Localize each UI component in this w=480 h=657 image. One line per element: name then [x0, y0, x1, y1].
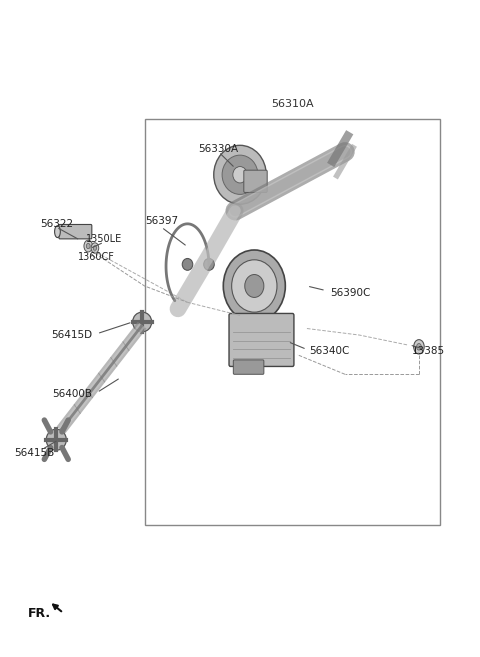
Ellipse shape — [204, 258, 214, 270]
Text: 1350LE: 1350LE — [86, 234, 122, 244]
FancyBboxPatch shape — [244, 170, 267, 193]
FancyBboxPatch shape — [233, 360, 264, 374]
Ellipse shape — [417, 344, 421, 350]
Ellipse shape — [414, 340, 424, 354]
FancyBboxPatch shape — [59, 225, 92, 239]
Ellipse shape — [214, 145, 266, 204]
Text: 56397: 56397 — [144, 215, 178, 225]
Ellipse shape — [86, 244, 90, 249]
Ellipse shape — [222, 155, 258, 194]
Text: 56415D: 56415D — [51, 330, 93, 340]
Ellipse shape — [55, 226, 60, 238]
FancyBboxPatch shape — [229, 313, 294, 367]
Text: 56330A: 56330A — [198, 144, 239, 154]
Ellipse shape — [245, 275, 264, 298]
Ellipse shape — [91, 243, 99, 253]
Ellipse shape — [93, 246, 96, 250]
Ellipse shape — [232, 260, 277, 312]
Text: 1360CF: 1360CF — [78, 252, 115, 261]
Text: 56400B: 56400B — [52, 389, 92, 399]
Text: 13385: 13385 — [412, 346, 445, 356]
Ellipse shape — [46, 429, 66, 450]
Text: 56310A: 56310A — [271, 99, 314, 109]
Ellipse shape — [132, 312, 152, 332]
Text: 56415B: 56415B — [14, 448, 54, 458]
Text: 56322: 56322 — [40, 219, 73, 229]
Text: 56340C: 56340C — [309, 346, 349, 356]
Ellipse shape — [223, 250, 285, 322]
Ellipse shape — [233, 167, 247, 183]
Text: FR.: FR. — [28, 606, 51, 620]
Ellipse shape — [182, 258, 193, 270]
Text: 56390C: 56390C — [331, 288, 371, 298]
Ellipse shape — [84, 240, 93, 252]
